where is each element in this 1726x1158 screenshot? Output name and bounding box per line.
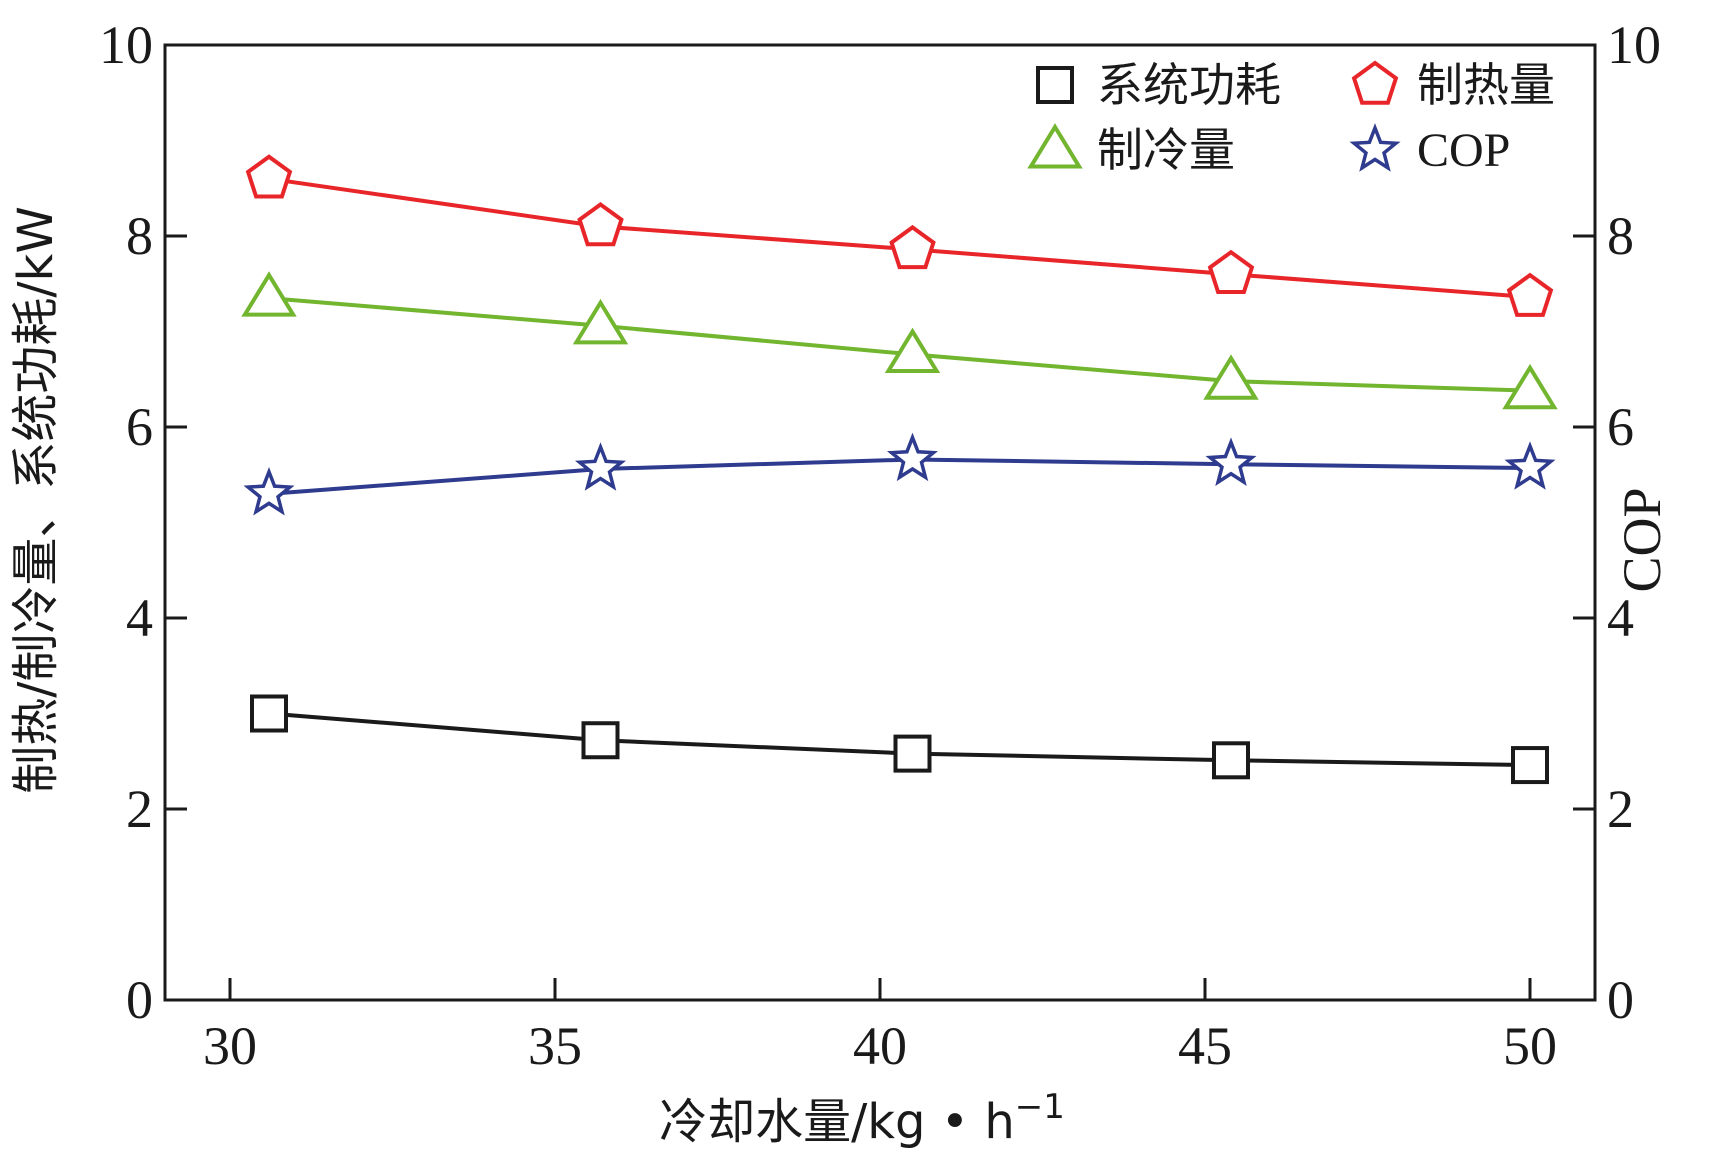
right-y-tick-label: 8 — [1607, 206, 1634, 266]
plot-frame — [163, 43, 1597, 1002]
x-tick-label: 45 — [1178, 1016, 1232, 1076]
data-point-star — [574, 442, 627, 491]
right-y-tick-label: 6 — [1607, 397, 1634, 457]
right-y-tick-label: 2 — [1607, 779, 1634, 839]
data-point-pentagon — [1207, 249, 1255, 294]
left-y-axis-ticks: 0 2 4 6 8 10 — [99, 15, 187, 1030]
legend-label: 制热量 — [1417, 58, 1555, 112]
legend-marker-pentagon — [1351, 60, 1399, 105]
x-axis-title: 冷却水量/kg • h−1 — [659, 1087, 1065, 1150]
left-y-tick-label: 8 — [126, 206, 153, 266]
right-y-axis-ticks: 0 2 4 6 8 10 — [1573, 15, 1661, 1030]
right-y-tick-label: 4 — [1607, 588, 1634, 648]
legend-label: 系统功耗 — [1097, 58, 1281, 112]
data-point-pentagon — [245, 154, 293, 199]
x-tick-label: 50 — [1503, 1016, 1557, 1076]
data-point-pentagon — [889, 224, 936, 270]
left-y-tick-label: 6 — [126, 397, 153, 457]
series-layer — [241, 154, 1558, 785]
legend-label: COP — [1417, 124, 1510, 177]
x-tick-label: 30 — [203, 1016, 257, 1076]
left-y-tick-label: 4 — [126, 588, 153, 648]
right-y-tick-label: 0 — [1607, 970, 1634, 1030]
series-pentagon — [245, 154, 1554, 317]
data-point-square — [1511, 746, 1549, 785]
data-point-triangle — [572, 298, 629, 345]
data-point-square — [581, 721, 620, 760]
data-point-triangle — [884, 327, 941, 373]
legend-marker-star — [1349, 123, 1401, 172]
x-axis-title-superscript: −1 — [1015, 1087, 1065, 1127]
data-point-pentagon — [1506, 272, 1554, 317]
data-point-star — [886, 432, 939, 482]
plot-area-border — [163, 43, 1597, 1002]
x-tick-label: 40 — [853, 1016, 907, 1076]
series-triangle — [241, 271, 1558, 410]
data-point-square — [1212, 741, 1250, 780]
legend-item: 制冷量 — [1027, 123, 1235, 177]
left-y-tick-label: 0 — [126, 970, 153, 1030]
legend-marker-square — [1036, 66, 1074, 104]
data-point-pentagon — [577, 201, 624, 247]
right-y-tick-label: 10 — [1607, 15, 1661, 75]
data-point-star — [1205, 437, 1257, 486]
series-star — [243, 432, 1556, 516]
series-square — [250, 694, 1549, 785]
series-line — [268, 296, 1531, 393]
legend-item: 制热量 — [1351, 58, 1555, 112]
data-point-triangle — [241, 271, 297, 317]
legend-item: 系统功耗 — [1036, 58, 1281, 112]
left-y-tick-label: 10 — [99, 15, 153, 75]
left-y-tick-label: 2 — [126, 779, 153, 839]
data-point-square — [893, 734, 932, 773]
legend-label: 制冷量 — [1097, 123, 1235, 177]
x-tick-label: 35 — [528, 1016, 582, 1076]
right-y-axis-title: COP — [1612, 487, 1672, 592]
data-point-triangle — [1203, 354, 1259, 400]
data-point-star — [243, 467, 295, 516]
data-point-square — [250, 694, 288, 733]
data-point-star — [1504, 441, 1556, 490]
legend-item: COP — [1349, 123, 1510, 177]
legend-marker-triangle — [1027, 123, 1083, 169]
left-y-axis-title: 制热/制冷量、系统功耗/kW — [8, 206, 64, 794]
data-point-triangle — [1502, 363, 1558, 410]
x-axis-ticks: 30 35 40 45 50 — [203, 978, 1557, 1076]
